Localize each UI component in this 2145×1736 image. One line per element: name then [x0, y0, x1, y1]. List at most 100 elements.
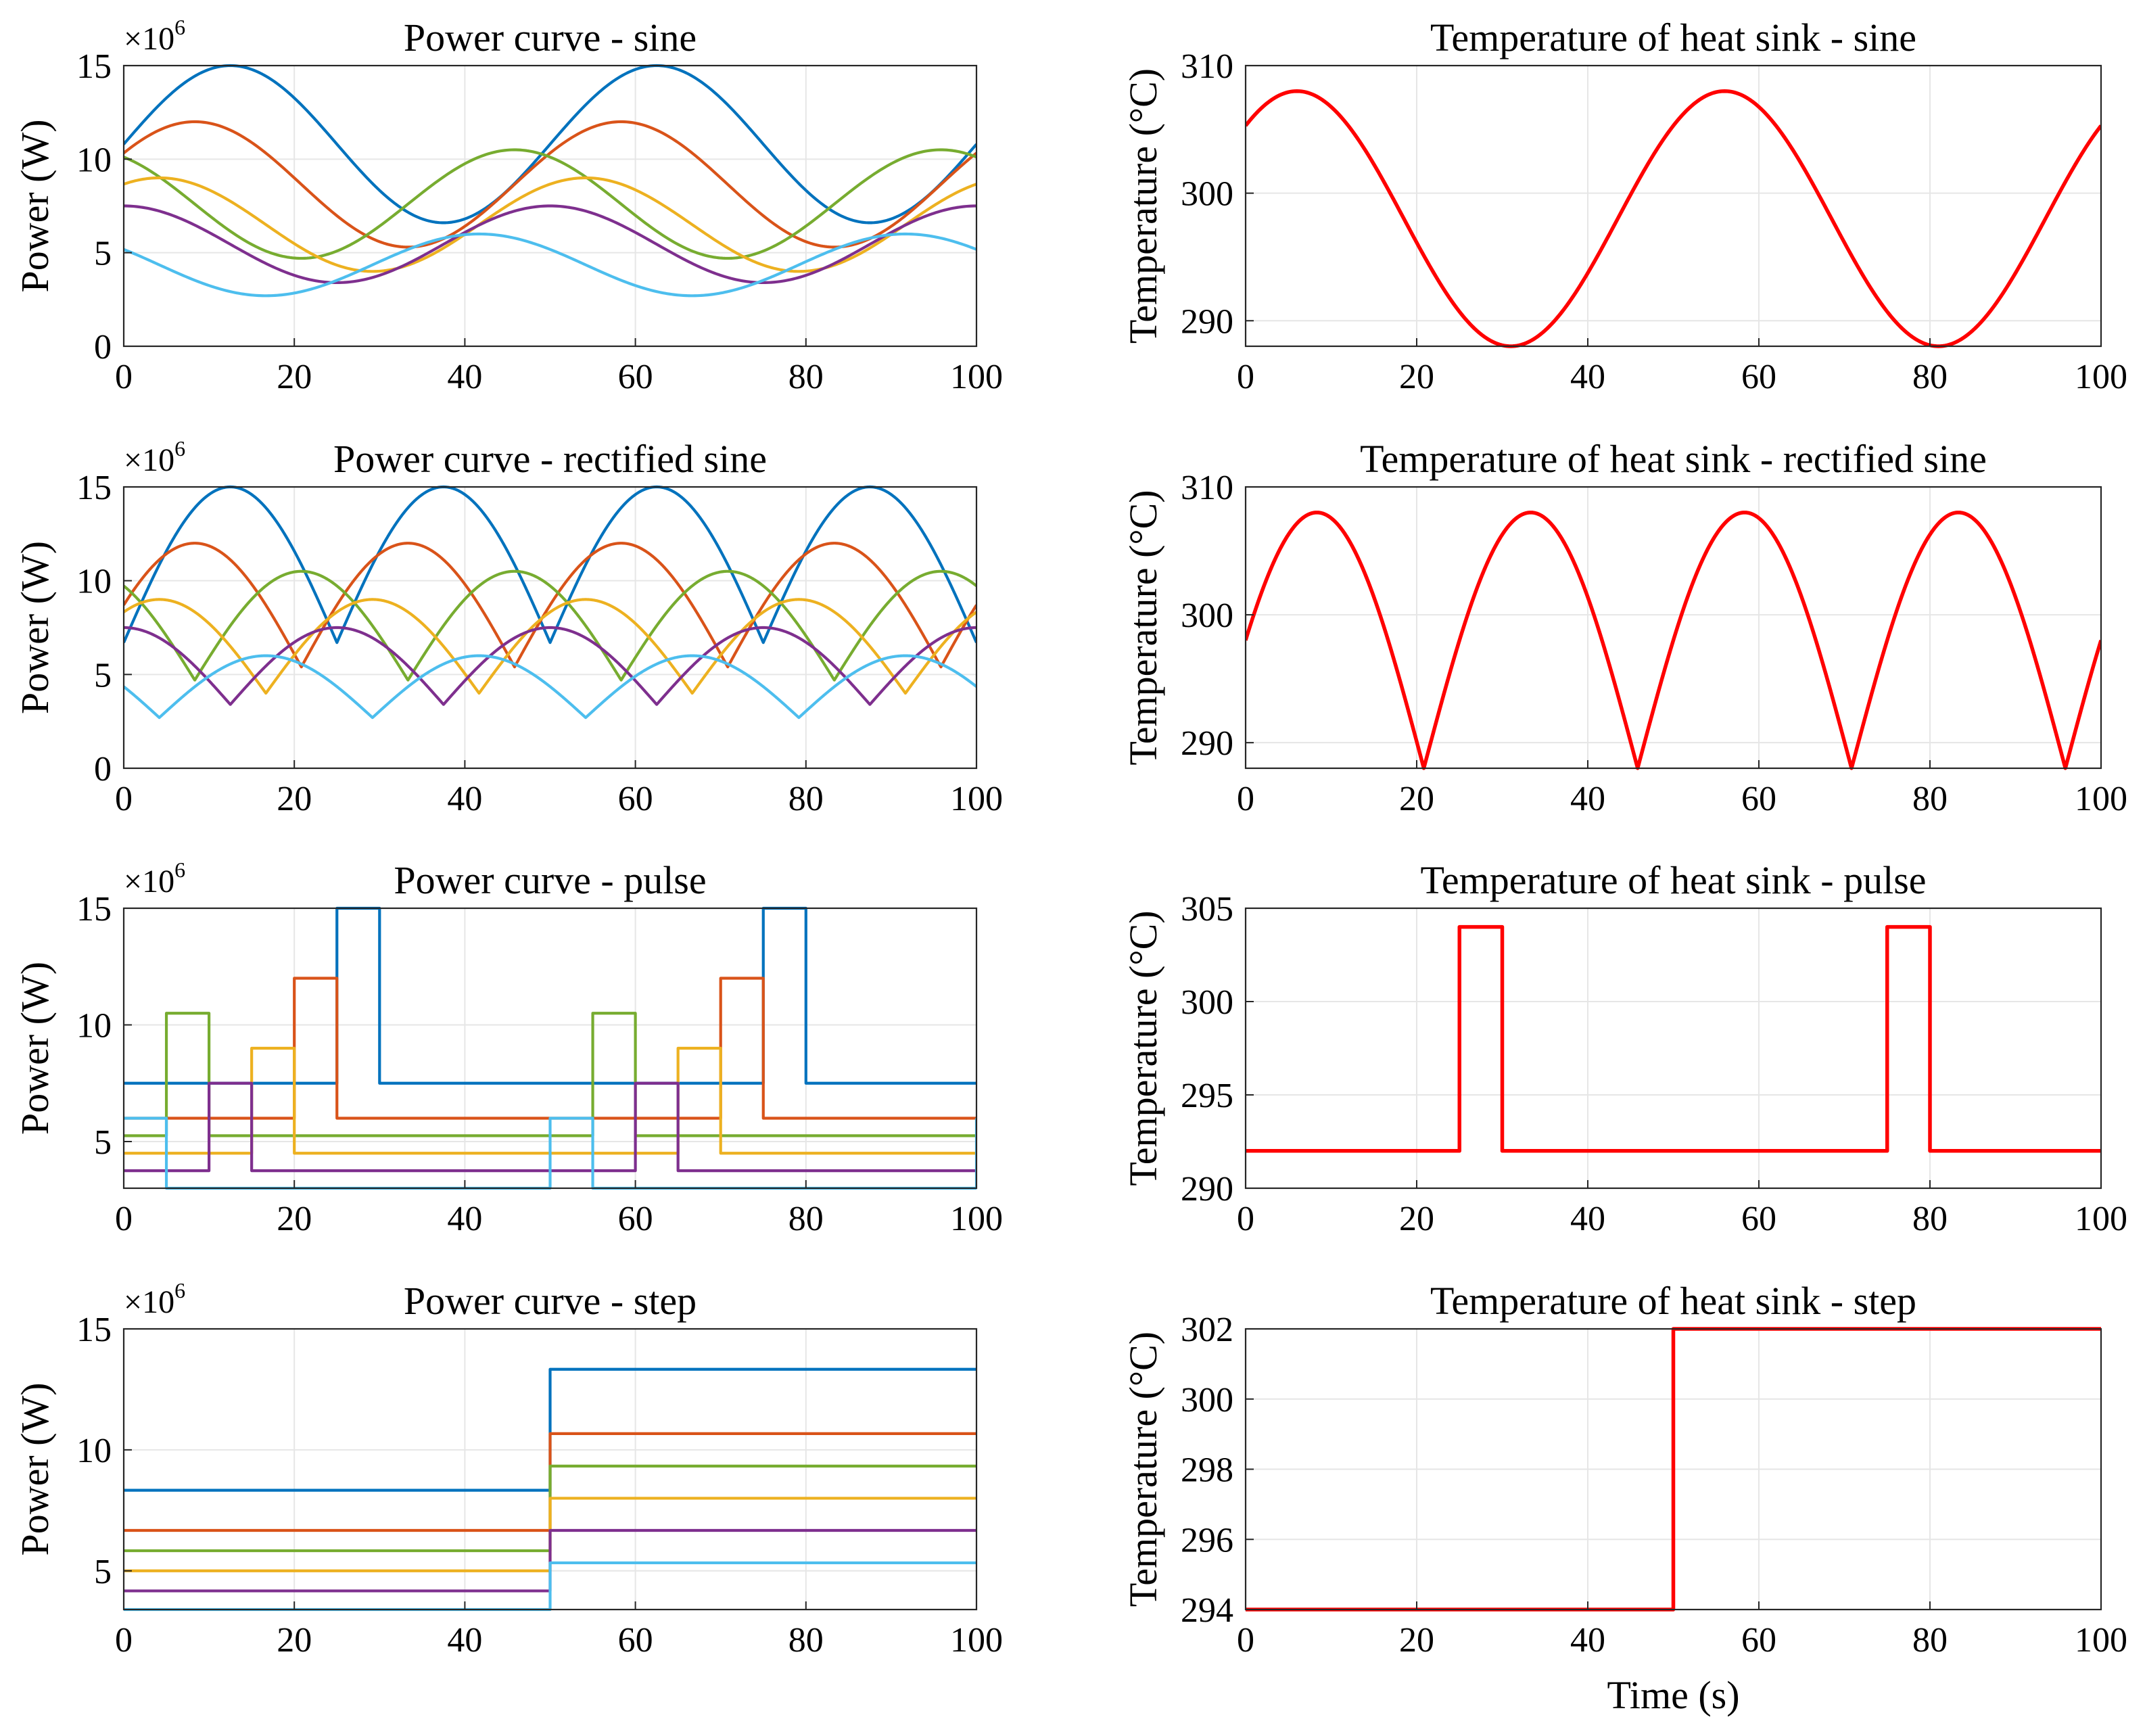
power-pulse-ylabel: Power (W): [13, 962, 57, 1135]
temp-rect-xtick-label: 40: [1570, 780, 1605, 818]
temp-rect-xtick-label: 20: [1399, 780, 1434, 818]
power-pulse-multiplier: ×106: [124, 858, 185, 899]
temp-pulse-xtick-label: 0: [1237, 1200, 1254, 1238]
power-sine-series-4: [124, 176, 976, 273]
temp-rect-xtick-label: 0: [1237, 780, 1254, 818]
power-sine-xtick-label: 60: [618, 358, 653, 396]
temp-rect-ytick-label: 290: [1181, 724, 1233, 763]
temp-pulse-series-1: [1246, 924, 2101, 1153]
power-sine-multiplier: ×106: [124, 15, 185, 57]
temp-sine-ytick-label: 290: [1181, 302, 1233, 341]
power-step-xtick-label: 40: [447, 1621, 482, 1660]
temp-step-ytick-label: 298: [1181, 1451, 1233, 1490]
power-rect-xtick-label: 40: [447, 780, 482, 818]
temp-step-title: Temperature of heat sink - step: [1430, 1279, 1916, 1323]
power-step-xtick-label: 100: [950, 1621, 1003, 1660]
temp-rect-axes-box: [1244, 486, 2102, 770]
temp-step-ytick-label: 300: [1181, 1381, 1233, 1420]
power-step-ytick-label: 5: [94, 1553, 112, 1591]
temp-sine-xtick-label: 0: [1237, 358, 1254, 396]
temp-pulse-xtick-label: 40: [1570, 1200, 1605, 1238]
power-sine-xtick-label: 100: [950, 358, 1003, 396]
power-step-xtick-label: 80: [788, 1621, 824, 1660]
power-rect-xtick-label: 0: [115, 780, 133, 818]
temp-sine-xtick-label: 40: [1570, 358, 1605, 396]
temp-step-xtick-label: 60: [1741, 1621, 1776, 1660]
temp-pulse-ytick-label: 295: [1181, 1077, 1233, 1115]
power-rect-ytick-label: 0: [94, 750, 112, 789]
power-sine-ytick-label: 10: [76, 141, 112, 179]
temp-sine-title: Temperature of heat sink - sine: [1430, 16, 1916, 60]
temp-step-xlabel: Time (s): [1607, 1673, 1739, 1717]
temp-pulse-chart: 0 20 40 60 80 100 290 295 300 305 Temperature of h…: [1121, 858, 2127, 1238]
power-step-xtick-label: 20: [277, 1621, 312, 1660]
temp-sine-chart: 0 20 40 60 80 100 290 300 310 Temperature of heat…: [1121, 16, 2127, 396]
power-sine-ytick-label: 5: [94, 235, 112, 273]
power-sine-xtick-label: 20: [277, 358, 312, 396]
temp-rect-title: Temperature of heat sink - rectified sin…: [1360, 437, 1987, 481]
power-rect-chart: 0 20 40 60 80 100 0 5 10 15 Power curve - rectifie…: [13, 436, 1003, 818]
power-pulse-xtick-label: 40: [447, 1200, 482, 1238]
power-sine-ytick-label: 0: [94, 328, 112, 367]
power-pulse-title: Power curve - pulse: [394, 858, 706, 902]
power-sine-series-3: [124, 148, 976, 260]
temp-rect-chart: 0 20 40 60 80 100 290 300 310 Temperature of heat…: [1121, 437, 2127, 818]
power-pulse-chart: 0 20 40 60 80 100 5 10 15 Power curve - pulse Powe…: [13, 858, 1003, 1238]
temp-step-ylabel: Temperature (°C): [1121, 1332, 1165, 1607]
power-rect-ylabel: Power (W): [13, 541, 57, 714]
power-step-series-1: [124, 1367, 976, 1492]
power-pulse-xtick-label: 80: [788, 1200, 824, 1238]
power-step-ytick-label: 10: [76, 1432, 112, 1470]
power-rect-xtick-label: 60: [618, 780, 653, 818]
power-sine-title: Power curve - sine: [404, 16, 697, 60]
power-sine-ylabel: Power (W): [13, 119, 57, 292]
temp-sine-series-1: [1246, 89, 2101, 348]
temp-rect-ylabel: Temperature (°C): [1121, 490, 1165, 765]
power-rect-xtick-label: 80: [788, 780, 824, 818]
temp-sine-axes-box: [1244, 64, 2102, 348]
power-rect-series-1: [124, 485, 976, 644]
temp-step-ytick-label: 296: [1181, 1521, 1233, 1559]
power-step-series-5: [124, 1528, 976, 1593]
temp-sine-plot-area: [1246, 66, 2101, 346]
temp-pulse-ytick-label: 300: [1181, 983, 1233, 1022]
temp-rect-xtick-label: 60: [1741, 780, 1776, 818]
power-pulse-xtick-label: 20: [277, 1200, 312, 1238]
power-pulse-xtick-label: 100: [950, 1200, 1003, 1238]
temp-pulse-axes-box: [1244, 907, 2102, 1190]
temp-sine-ylabel: Temperature (°C): [1121, 68, 1165, 344]
power-sine-xtick-label: 0: [115, 358, 133, 396]
temp-rect-plot-area: [1246, 487, 2101, 768]
temp-step-xtick-label: 20: [1399, 1621, 1434, 1660]
temp-rect-xtick-label: 100: [2075, 780, 2127, 818]
power-rect-ytick-label: 5: [94, 656, 112, 695]
power-sine-series-2: [124, 120, 976, 249]
temp-rect-ytick-label: 300: [1181, 596, 1233, 635]
temp-pulse-plot-area: [1246, 908, 2101, 1188]
power-step-chart: 0 20 40 60 80 100 5 10 15 Power curve - step Power…: [13, 1278, 1003, 1660]
power-step-axes-box: [122, 1328, 978, 1611]
temp-sine-xtick-label: 80: [1912, 358, 1948, 396]
temp-rect-ytick-label: 310: [1181, 469, 1233, 507]
power-rect-axes-box: [122, 486, 978, 770]
power-pulse-xtick-label: 0: [115, 1200, 133, 1238]
temp-step-ytick-label: 294: [1181, 1591, 1233, 1630]
temp-step-chart: 0 20 40 60 80 100 294 296 298 300 302 Temperature o…: [1121, 1279, 2127, 1717]
power-sine-ytick-label: 15: [76, 47, 112, 86]
temp-pulse-ytick-label: 290: [1181, 1170, 1233, 1209]
power-rect-ytick-label: 10: [76, 563, 112, 601]
temp-sine-xtick-label: 100: [2075, 358, 2127, 396]
power-rect-ytick-label: 15: [76, 469, 112, 507]
temp-step-xtick-label: 80: [1912, 1621, 1948, 1660]
power-step-ytick-label: 15: [76, 1311, 112, 1349]
temp-pulse-xtick-label: 60: [1741, 1200, 1776, 1238]
power-step-xtick-label: 0: [115, 1621, 133, 1660]
power-rect-series-6: [124, 654, 976, 720]
power-sine-xtick-label: 40: [447, 358, 482, 396]
power-pulse-ytick-label: 15: [76, 890, 112, 929]
power-step-multiplier: ×106: [124, 1278, 185, 1320]
power-sine-chart: 0 20 40 60 80 100 0 5 10 15 Power curve - sine Powe…: [13, 15, 1003, 396]
temp-pulse-xtick-label: 80: [1912, 1200, 1948, 1238]
power-sine-xtick-label: 80: [788, 358, 824, 396]
power-pulse-series-3: [124, 1012, 976, 1137]
